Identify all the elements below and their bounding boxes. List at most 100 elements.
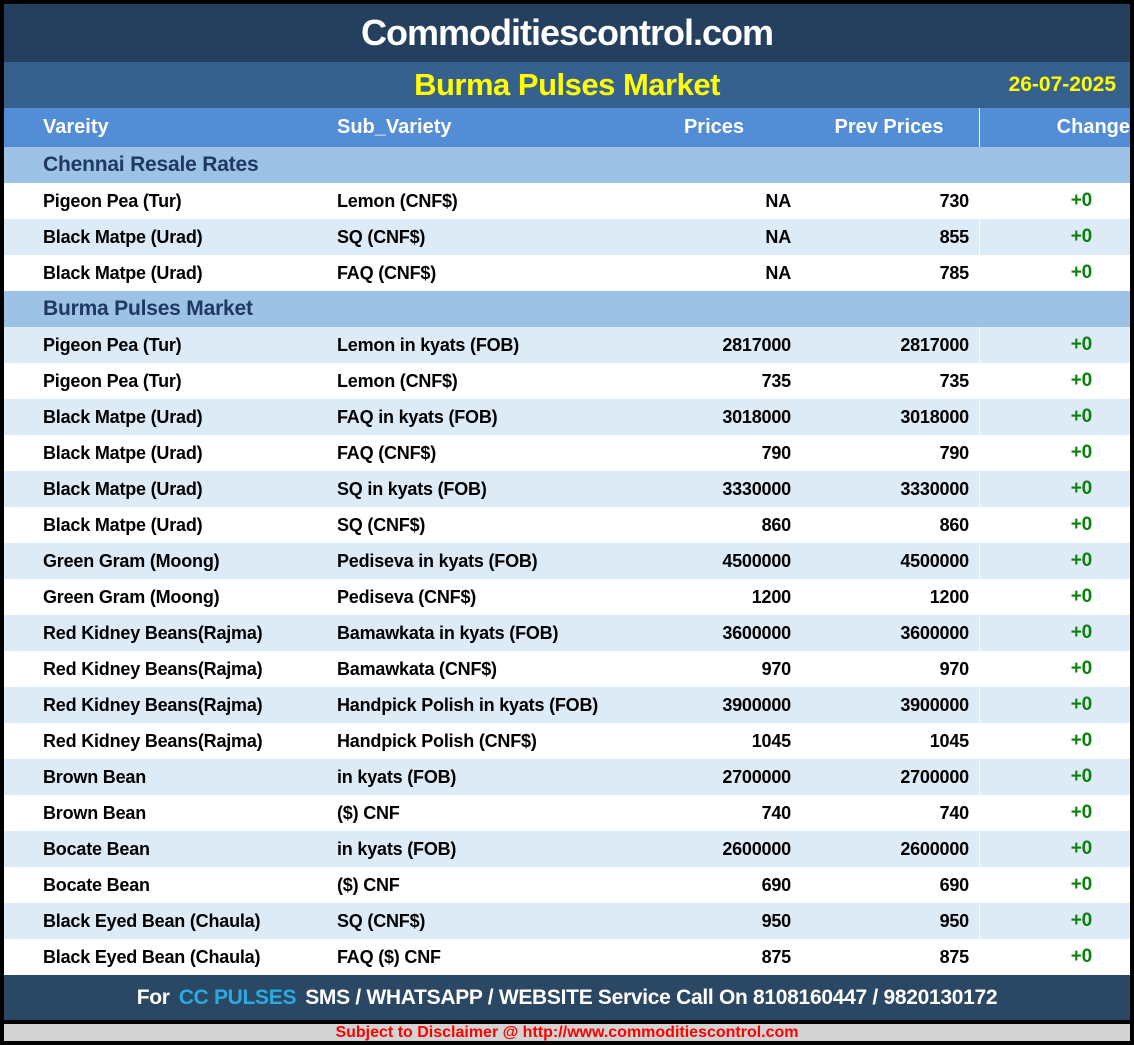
sub-variety-cell: FAQ in kyats (FOB) xyxy=(337,406,498,427)
prev-price-cell: 2600000 xyxy=(900,838,969,859)
sub-variety-cell: ($) CNF xyxy=(337,802,400,823)
prev-price-cell: 785 xyxy=(939,262,970,283)
variety-cell: Black Matpe (Urad) xyxy=(43,226,203,247)
table-row: Red Kidney Beans(Rajma) Handpick Polish i… xyxy=(4,687,1130,723)
price-cell: 3900000 xyxy=(722,694,791,715)
price-cell: 3600000 xyxy=(722,622,791,643)
sub-variety-cell: FAQ ($) CNF xyxy=(337,946,441,967)
sub-variety-cell: SQ in kyats (FOB) xyxy=(337,478,487,499)
variety-cell: Black Matpe (Urad) xyxy=(43,514,203,535)
table-row: Green Gram (Moong) Pediseva (CNF$) 1200 120… xyxy=(4,579,1130,615)
table-row: Bocate Bean ($) CNF 690 690 +0 xyxy=(4,867,1130,903)
site-title-bar: Commoditiescontrol.com xyxy=(4,4,1130,62)
prev-price-cell: 730 xyxy=(939,190,970,211)
change-cell: +0 xyxy=(979,795,1130,831)
variety-cell: Brown Bean xyxy=(43,802,147,823)
change-cell: +0 xyxy=(979,507,1130,543)
sub-variety-cell: Handpick Polish (CNF$) xyxy=(337,730,537,751)
report-title: Burma Pulses Market xyxy=(414,67,720,102)
price-cell: 790 xyxy=(761,442,792,463)
sub-variety-cell: SQ (CNF$) xyxy=(337,514,426,535)
disclaimer-bar: Subject to Disclaimer @ http://www.commo… xyxy=(4,1024,1130,1041)
price-cell: 3330000 xyxy=(722,478,791,499)
site-title: Commoditiescontrol.com xyxy=(360,12,774,53)
variety-cell: Bocate Bean xyxy=(43,874,150,895)
section-title: Chennai Resale Rates xyxy=(43,153,259,176)
column-header-prev-prices: Prev Prices xyxy=(834,116,944,138)
sub-variety-cell: Bamawkata (CNF$) xyxy=(337,658,497,679)
sub-variety-cell: Bamawkata in kyats (FOB) xyxy=(337,622,559,643)
prev-price-cell: 3600000 xyxy=(900,622,969,643)
footer-prefix: For xyxy=(136,985,170,1009)
sub-variety-cell: SQ (CNF$) xyxy=(337,226,426,247)
sub-variety-cell: FAQ (CNF$) xyxy=(337,442,436,463)
change-cell: +0 xyxy=(979,687,1130,723)
price-cell: 2817000 xyxy=(722,334,791,355)
sub-variety-cell: Pediseva in kyats (FOB) xyxy=(337,550,538,571)
prev-price-cell: 875 xyxy=(939,946,970,967)
table-body: Chennai Resale Rates Pigeon Pea (Tur) Lemo… xyxy=(4,147,1130,975)
change-cell: +0 xyxy=(979,363,1130,399)
change-cell: +0 xyxy=(979,939,1130,975)
table-column-header: Vareity Sub_Variety Prices Prev Prices C… xyxy=(4,108,1130,147)
section-header: Burma Pulses Market xyxy=(4,291,1130,327)
variety-cell: Red Kidney Beans(Rajma) xyxy=(43,658,263,679)
section-title: Burma Pulses Market xyxy=(43,297,253,320)
change-cell: +0 xyxy=(979,543,1130,579)
report-title-bar: Burma Pulses Market 26-07-2025 xyxy=(4,62,1130,108)
table-row: Black Matpe (Urad) SQ in kyats (FOB) 33300… xyxy=(4,471,1130,507)
prev-price-cell: 950 xyxy=(939,910,970,931)
sub-variety-cell: in kyats (FOB) xyxy=(337,766,457,787)
price-cell: 860 xyxy=(761,514,792,535)
prev-price-cell: 4500000 xyxy=(900,550,969,571)
change-cell: +0 xyxy=(979,867,1130,903)
change-cell: +0 xyxy=(979,759,1130,795)
column-header-change: Change xyxy=(979,108,1130,147)
price-cell: 970 xyxy=(761,658,792,679)
change-cell: +0 xyxy=(979,615,1130,651)
variety-cell: Black Matpe (Urad) xyxy=(43,478,203,499)
variety-cell: Red Kidney Beans(Rajma) xyxy=(43,694,263,715)
table-row: Pigeon Pea (Tur) Lemon in kyats (FOB) 2817… xyxy=(4,327,1130,363)
table-row: Black Matpe (Urad) SQ (CNF$) 860 860 +0 xyxy=(4,507,1130,543)
prev-price-cell: 790 xyxy=(939,442,970,463)
variety-cell: Brown Bean xyxy=(43,766,147,787)
variety-cell: Black Matpe (Urad) xyxy=(43,262,203,283)
variety-cell: Bocate Bean xyxy=(43,838,150,859)
prev-price-cell: 3330000 xyxy=(900,478,969,499)
variety-cell: Red Kidney Beans(Rajma) xyxy=(43,730,263,751)
footer-contact-text: SMS / WHATSAPP / WEBSITE Service Call On… xyxy=(305,985,998,1009)
change-cell: +0 xyxy=(979,399,1130,435)
prev-price-cell: 690 xyxy=(939,874,970,895)
table-row: Red Kidney Beans(Rajma) Bamawkata (CNF$) 9… xyxy=(4,651,1130,687)
prev-price-cell: 1045 xyxy=(929,730,969,751)
disclaimer-link[interactable]: Subject to Disclaimer @ http://www.commo… xyxy=(335,1023,799,1041)
sub-variety-cell: Lemon in kyats (FOB) xyxy=(337,334,520,355)
price-cell: NA xyxy=(765,262,791,283)
price-cell: 690 xyxy=(761,874,792,895)
prev-price-cell: 3018000 xyxy=(900,406,969,427)
prev-price-cell: 1200 xyxy=(929,586,969,607)
variety-cell: Red Kidney Beans(Rajma) xyxy=(43,622,263,643)
sub-variety-cell: Lemon (CNF$) xyxy=(337,370,458,391)
report-date: 26-07-2025 xyxy=(1008,73,1116,96)
sub-variety-cell: in kyats (FOB) xyxy=(337,838,457,859)
variety-cell: Pigeon Pea (Tur) xyxy=(43,190,182,211)
price-cell: 1200 xyxy=(751,586,791,607)
footer-contact-bar: For CC PULSES SMS / WHATSAPP / WEBSITE S… xyxy=(4,975,1130,1020)
table-row: Red Kidney Beans(Rajma) Handpick Polish (… xyxy=(4,723,1130,759)
table-row: Pigeon Pea (Tur) Lemon (CNF$) 735 735 +0 xyxy=(4,363,1130,399)
change-cell: +0 xyxy=(979,435,1130,471)
variety-cell: Pigeon Pea (Tur) xyxy=(43,334,182,355)
column-header-sub-variety: Sub_Variety xyxy=(337,116,452,138)
table-row: Red Kidney Beans(Rajma) Bamawkata in kyat… xyxy=(4,615,1130,651)
table-row: Pigeon Pea (Tur) Lemon (CNF$) NA 730 +0 xyxy=(4,183,1130,219)
prev-price-cell: 2700000 xyxy=(900,766,969,787)
price-cell: 1045 xyxy=(751,730,791,751)
change-cell: +0 xyxy=(979,255,1130,291)
prev-price-cell: 740 xyxy=(939,802,970,823)
variety-cell: Black Eyed Bean (Chaula) xyxy=(43,910,261,931)
table-row: Brown Bean ($) CNF 740 740 +0 xyxy=(4,795,1130,831)
column-header-prices: Prices xyxy=(683,116,745,138)
